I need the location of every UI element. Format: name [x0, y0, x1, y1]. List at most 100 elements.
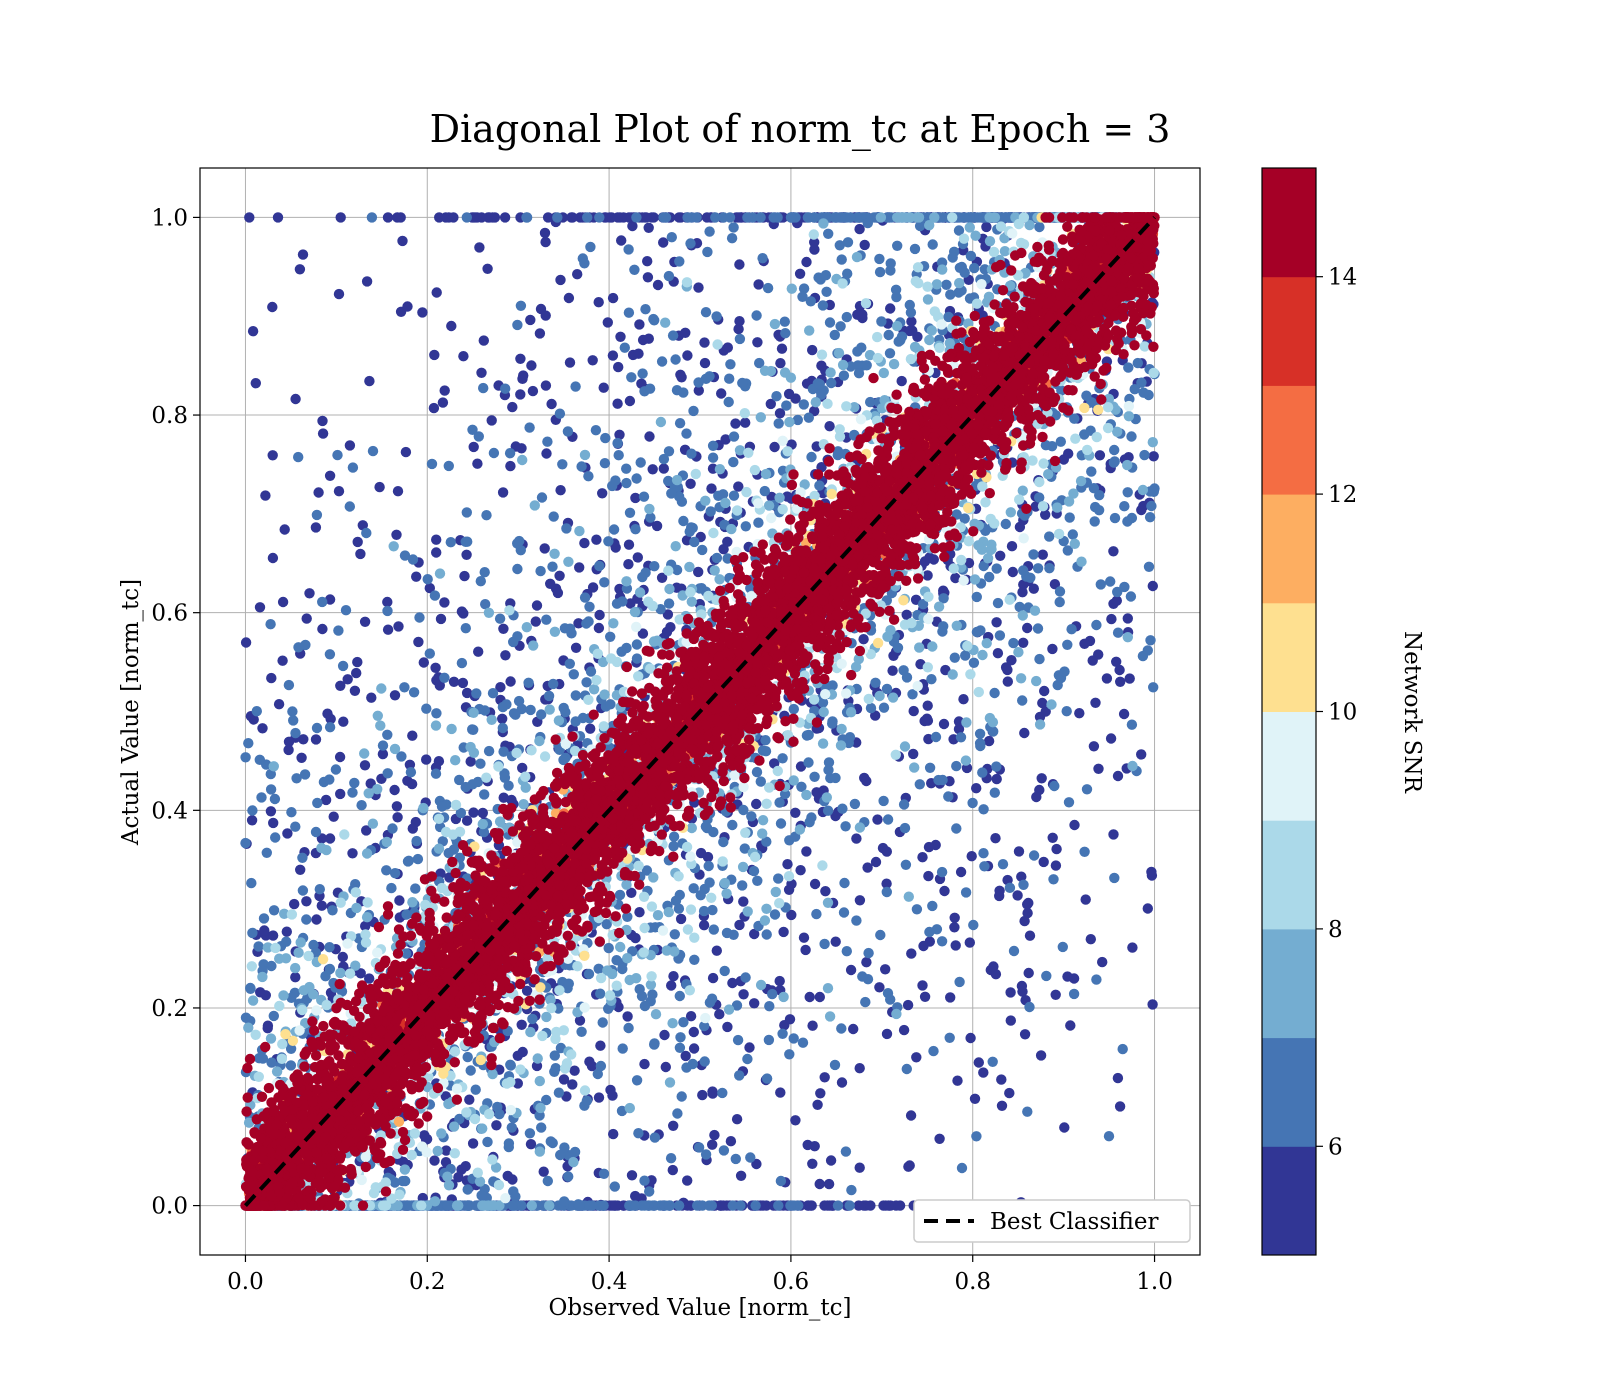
- scatter-point: [975, 625, 986, 636]
- scatter-point: [673, 1200, 685, 1211]
- scatter-point: [297, 885, 309, 896]
- scatter-point: [689, 954, 700, 965]
- scatter-point: [588, 684, 600, 695]
- scatter-point: [475, 576, 486, 587]
- scatter-point: [497, 713, 508, 724]
- scatter-point: [699, 1056, 710, 1067]
- scatter-point: [559, 1196, 570, 1207]
- scatter-point: [623, 559, 634, 570]
- scatter-point: [443, 460, 454, 472]
- scatter-point: [295, 864, 306, 875]
- scatter-point: [512, 1050, 523, 1062]
- scatter-point: [293, 642, 304, 653]
- scatter-point: [987, 717, 999, 728]
- scatter-point: [711, 552, 723, 564]
- scatter-point: [973, 686, 984, 698]
- scatter-point: [605, 699, 616, 710]
- scatter-point: [728, 431, 740, 442]
- scatter-point: [840, 821, 851, 832]
- scatter-point: [1144, 512, 1156, 523]
- scatter-point: [1016, 980, 1028, 992]
- scatter-point: [734, 919, 745, 931]
- scatter-point: [431, 547, 442, 558]
- scatter-point: [1094, 450, 1106, 461]
- scatter-point: [313, 487, 324, 498]
- scatter-point: [881, 1028, 893, 1040]
- scatter-point: [803, 212, 815, 223]
- scatter-point: [460, 1161, 471, 1172]
- scatter-point: [439, 597, 450, 608]
- scatter-point: [965, 250, 977, 262]
- scatter-point: [279, 524, 290, 535]
- scatter-point: [552, 212, 563, 223]
- scatter-point: [494, 613, 506, 624]
- scatter-point: [630, 524, 641, 535]
- scatter-point: [769, 441, 780, 453]
- scatter-point: [541, 1011, 552, 1023]
- scatter-point: [1047, 832, 1058, 843]
- scatter-point: [686, 448, 697, 459]
- scatter-point: [905, 1110, 917, 1121]
- scatter-point: [808, 694, 820, 705]
- scatter-point: [1008, 637, 1019, 649]
- scatter-point: [250, 1029, 261, 1041]
- scatter-point: [874, 690, 885, 702]
- scatter-point: [297, 1004, 308, 1016]
- scatter-point: [634, 907, 645, 918]
- scatter-point: [955, 866, 967, 878]
- scatter-point: [1037, 501, 1049, 512]
- scatter-point: [924, 926, 935, 938]
- scatter-point: [1126, 719, 1138, 730]
- scatter-point: [351, 667, 362, 679]
- scatter-point: [540, 236, 551, 248]
- scatter-point: [704, 226, 715, 237]
- scatter-point: [936, 866, 948, 878]
- scatter-point: [456, 657, 468, 669]
- scatter-point: [268, 761, 279, 772]
- scatter-point: [706, 892, 717, 903]
- scatter-point: [626, 1170, 638, 1181]
- scatter-point: [614, 429, 625, 440]
- scatter-point: [859, 239, 870, 251]
- scatter-point: [964, 937, 975, 948]
- scatter-point: [631, 639, 643, 650]
- scatter-point: [1136, 377, 1147, 388]
- scatter-point: [880, 964, 891, 975]
- scatter-point: [1132, 357, 1144, 369]
- scatter-point: [574, 1200, 585, 1211]
- scatter-point: [411, 571, 422, 582]
- scatter-point: [755, 412, 766, 423]
- scatter-point: [295, 937, 306, 948]
- scatter-point: [757, 253, 768, 264]
- scatter-point: [838, 370, 850, 381]
- scatter-point: [1074, 708, 1085, 719]
- scatter-point: [525, 704, 536, 716]
- scatter-point: [1112, 1072, 1124, 1084]
- scatter-point: [981, 221, 992, 233]
- scatter-point: [684, 526, 695, 537]
- scatter-point: [465, 1065, 476, 1076]
- scatter-point: [310, 826, 322, 838]
- scatter-point: [1142, 903, 1154, 914]
- scatter-point: [592, 648, 603, 659]
- scatter-point: [261, 847, 272, 858]
- scatter-point: [468, 707, 479, 718]
- scatter-point: [690, 468, 701, 480]
- scatter-point: [771, 391, 782, 402]
- scatter-point: [825, 1155, 837, 1166]
- scatter-point: [459, 570, 470, 582]
- scatter-point: [988, 961, 999, 972]
- scatter-point: [402, 301, 413, 312]
- scatter-point: [431, 534, 442, 545]
- scatter-point: [407, 730, 418, 741]
- scatter-point: [719, 877, 730, 889]
- scatter-point: [1038, 458, 1049, 469]
- scatter-point: [503, 1138, 515, 1149]
- scatter-point: [611, 955, 622, 966]
- scatter-point: [467, 424, 478, 435]
- scatter-point: [644, 431, 655, 442]
- scatter-point: [991, 761, 1002, 772]
- scatter-point: [294, 264, 306, 275]
- scatter-point: [334, 751, 346, 763]
